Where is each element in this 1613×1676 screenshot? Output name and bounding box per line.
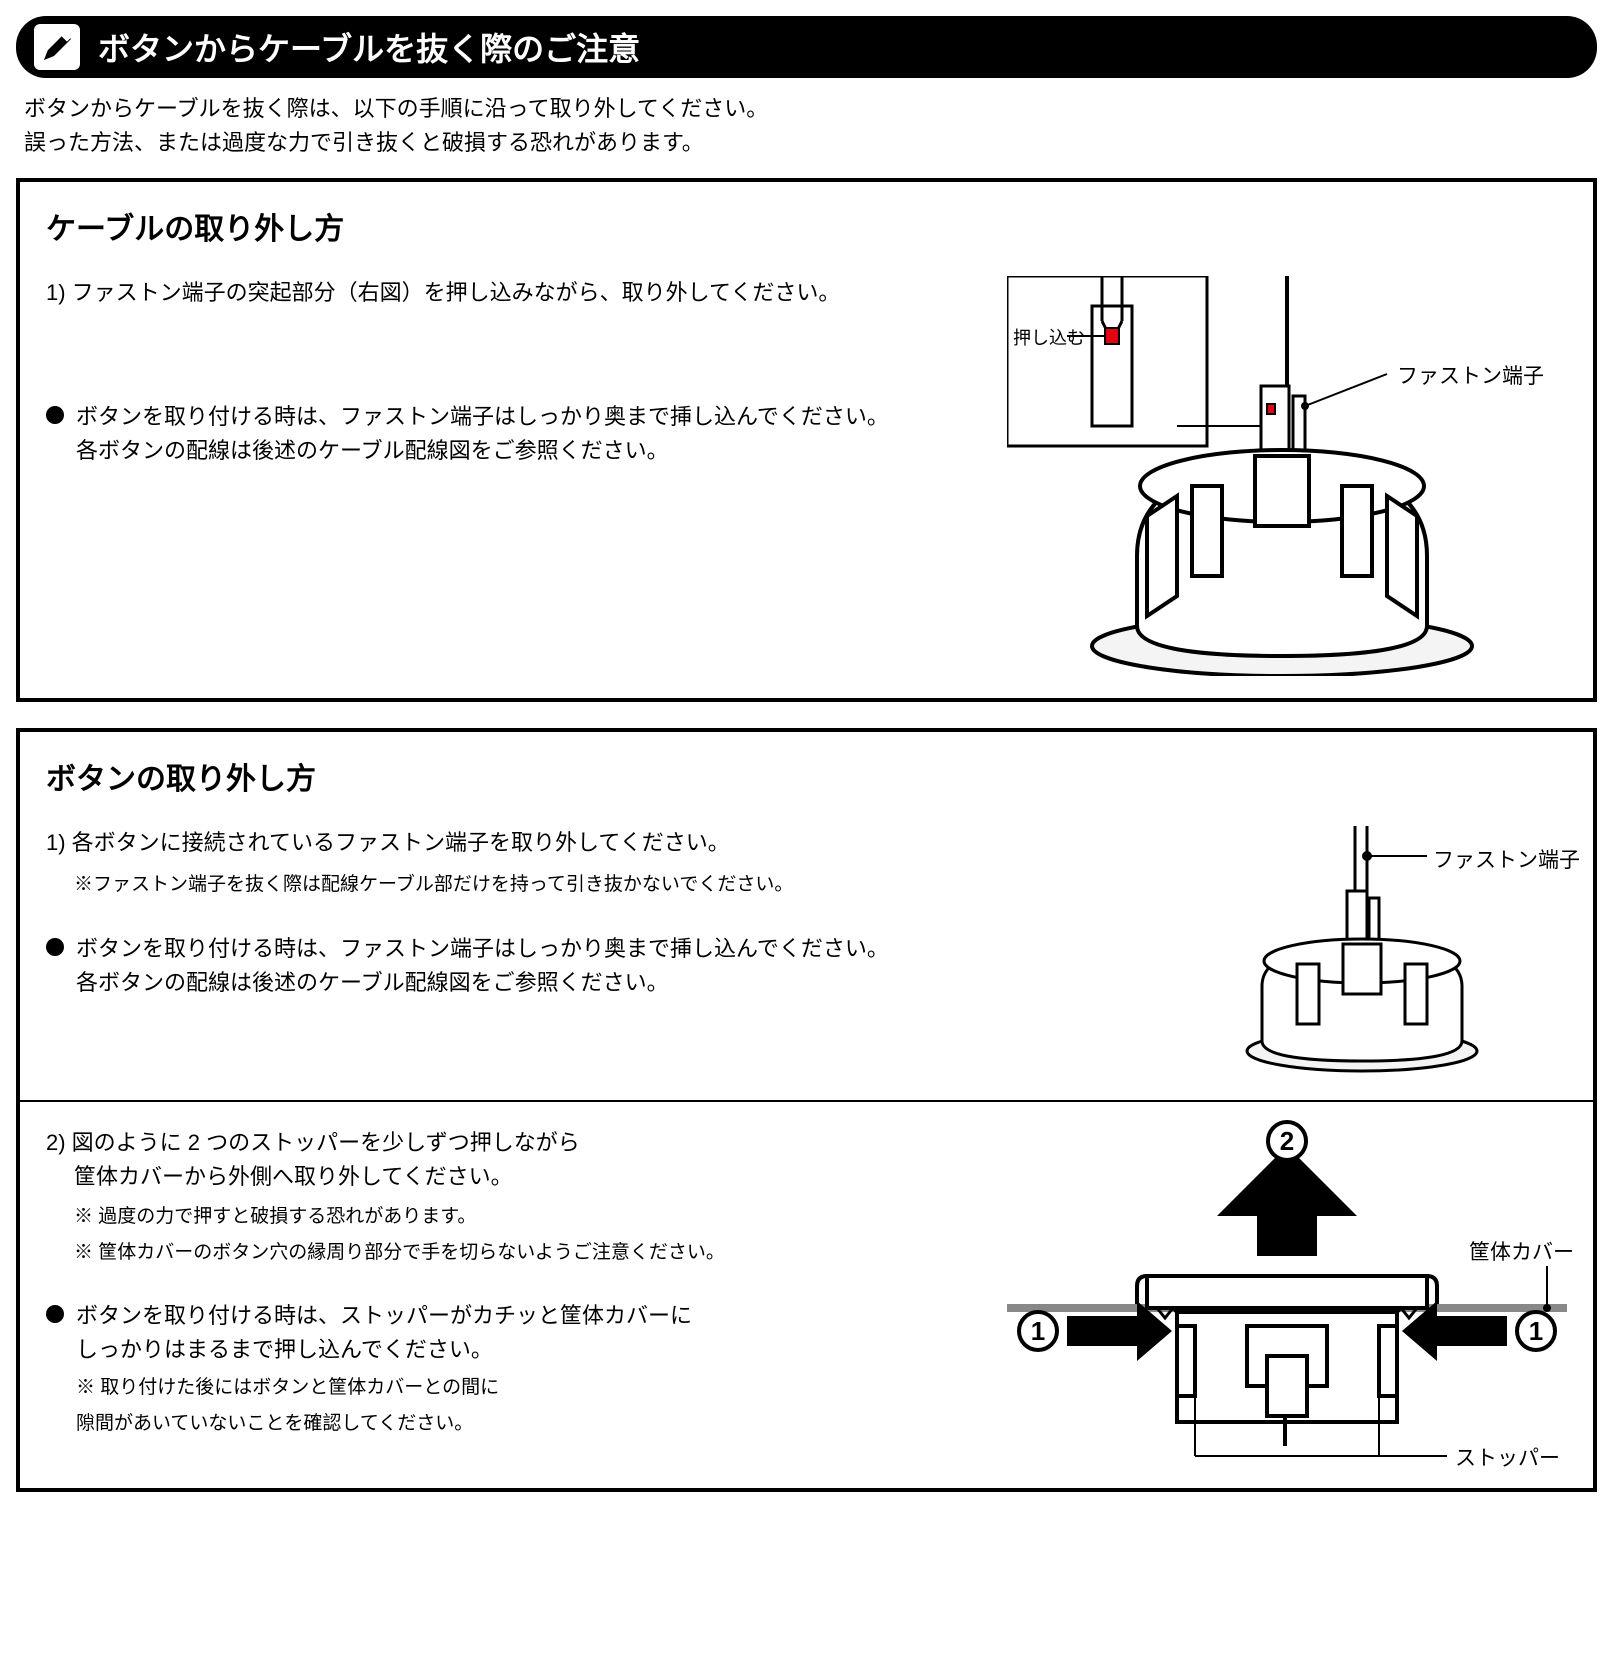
section2-step2-note1: ※ 過度の力で押すと破損する恐れがあります。 xyxy=(74,1202,989,1231)
section2-bullet1-line2: 各ボタンの配線は後述のケーブル配線図をご参照ください。 xyxy=(76,966,889,1000)
section2-bullet1-line1: ボタンを取り付ける時は、ファストン端子はしっかり奥まで挿し込んでください。 xyxy=(76,932,889,966)
section1-bullet-line1: ボタンを取り付ける時は、ファストン端子はしっかり奥まで挿し込んでください。 xyxy=(76,400,889,434)
section2-step2-line1: 2) 図のように 2 つのストッパーを少しずつ押しながら xyxy=(46,1126,989,1160)
section2-step1: 1) 各ボタンに接続されているファストン端子を取り外してください。 xyxy=(46,826,1189,860)
section2-step1-note: ※ファストン端子を抜く際は配線ケーブル部だけを持って引き抜かないでください。 xyxy=(74,870,1189,899)
section1-bullet: ボタンを取り付ける時は、ファストン端子はしっかり奥まで挿し込んでください。 各ボ… xyxy=(46,400,989,468)
intro-text: ボタンからケーブルを抜く際は、以下の手順に沿って取り外してください。 誤った方法… xyxy=(24,92,1589,160)
section2-figure2: 2 1 1 筐体カバー ストッパー xyxy=(1007,1126,1567,1466)
header-bar: ボタンからケーブルを抜く際のご注意 xyxy=(16,16,1597,78)
label-push: 押し込む xyxy=(1013,324,1085,350)
section-cable-removal: ケーブルの取り外し方 1) ファストン端子の突起部分（右図）を押し込みながら、取… xyxy=(16,178,1597,702)
section2-step2: 2) 図のように 2 つのストッパーを少しずつ押しながら 筐体カバーから外側へ取… xyxy=(46,1126,989,1194)
section2-step2-note2: ※ 筐体カバーのボタン穴の縁周り部分で手を切らないようご注意ください。 xyxy=(74,1238,989,1267)
step-circle-1-right: 1 xyxy=(1515,1310,1557,1352)
section2-figure1: ファストン端子 xyxy=(1207,826,1567,1076)
section2-bullet1: ボタンを取り付ける時は、ファストン端子はしっかり奥まで挿し込んでください。 各ボ… xyxy=(46,932,1189,1000)
num1-text-r: 1 xyxy=(1529,1316,1543,1347)
section1-title: ケーブルの取り外し方 xyxy=(46,204,1567,248)
label-stopper: ストッパー xyxy=(1455,1442,1560,1472)
bullet-dot-icon xyxy=(46,406,64,424)
label-faston-2: ファストン端子 xyxy=(1433,844,1580,874)
intro-line1: ボタンからケーブルを抜く際は、以下の手順に沿って取り外してください。 xyxy=(24,92,1589,126)
section1-bullet-line2: 各ボタンの配線は後述のケーブル配線図をご参照ください。 xyxy=(76,434,889,468)
header-title: ボタンからケーブルを抜く際のご注意 xyxy=(98,24,640,70)
section1-step1: 1) ファストン端子の突起部分（右図）を押し込みながら、取り外してください。 xyxy=(46,276,989,310)
bullet-dot-icon xyxy=(46,938,64,956)
section2-bullet2-note1: ※ 取り付けた後にはボタンと筐体カバーとの間に xyxy=(76,1373,692,1402)
section2-bullet2-line1: ボタンを取り付ける時は、ストッパーがカチッと筐体カバーに xyxy=(76,1299,692,1333)
section2-bullet2: ボタンを取り付ける時は、ストッパーがカチッと筐体カバーに しっかりはまるまで押し… xyxy=(46,1299,989,1438)
step-circle-2: 2 xyxy=(1266,1120,1308,1162)
pencil-icon xyxy=(34,24,80,70)
num2-text: 2 xyxy=(1280,1126,1294,1157)
section-button-removal: ボタンの取り外し方 1) 各ボタンに接続されているファストン端子を取り外してくだ… xyxy=(16,728,1597,1492)
section1-figure: 押し込む ファストン端子 xyxy=(1007,276,1567,676)
divider xyxy=(20,1100,1593,1102)
section2-bullet2-note2: 隙間があいていないことを確認してください。 xyxy=(76,1409,692,1438)
label-faston-1: ファストン端子 xyxy=(1397,360,1544,390)
section2-step1-text: 1) 各ボタンに接続されているファストン端子を取り外してください。 xyxy=(46,830,730,855)
bullet-dot-icon xyxy=(46,1305,64,1323)
section2-title: ボタンの取り外し方 xyxy=(46,754,1567,798)
section2-bullet2-line2: しっかりはまるまで押し込んでください。 xyxy=(76,1333,692,1367)
label-cover: 筐体カバー xyxy=(1469,1236,1574,1266)
num1-text-l: 1 xyxy=(1031,1316,1045,1347)
intro-line2: 誤った方法、または過度な力で引き抜くと破損する恐れがあります。 xyxy=(24,126,1589,160)
section2-step2-line2: 筐体カバーから外側へ取り外してください。 xyxy=(74,1160,989,1194)
step-circle-1-left: 1 xyxy=(1017,1310,1059,1352)
